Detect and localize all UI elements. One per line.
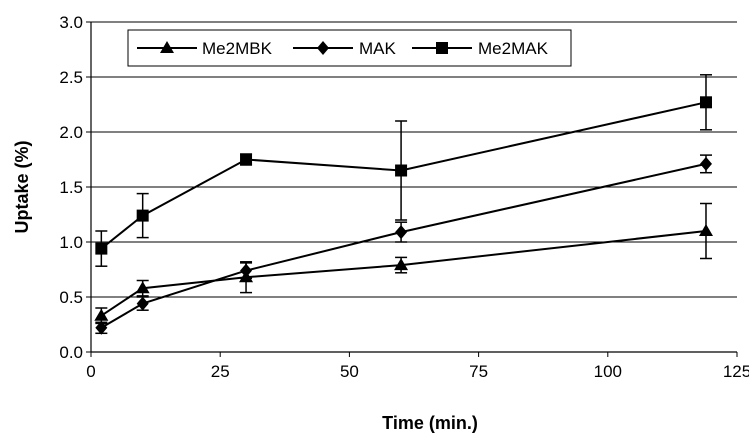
series-me2mak bbox=[95, 74, 712, 267]
data-point-me2mbk-0 bbox=[94, 308, 109, 321]
x-tick-label-125: 125 bbox=[723, 362, 749, 381]
legend-marker-me2mbk bbox=[160, 41, 174, 53]
legend-label-me2mak: Me2MAK bbox=[478, 39, 549, 58]
data-point-mak-0 bbox=[95, 320, 108, 335]
series-mak bbox=[95, 154, 712, 335]
y-tick-label-1.5: 1.5 bbox=[59, 178, 83, 197]
x-axis-ticks: 0 25 50 75 100 125 bbox=[86, 352, 749, 381]
x-axis-title: Time (min.) bbox=[382, 413, 478, 433]
data-point-me2mbk-3 bbox=[394, 258, 409, 271]
gridlines bbox=[91, 21, 737, 298]
data-point-me2mbk-4 bbox=[698, 224, 713, 236]
y-tick-label-1.0: 1.0 bbox=[59, 233, 83, 252]
y-tick-label-3.0: 3.0 bbox=[59, 13, 83, 32]
x-tick-label-25: 25 bbox=[211, 362, 230, 381]
legend-item-me2mbk: Me2MBK bbox=[137, 39, 273, 58]
y-tick-label-2.0: 2.0 bbox=[59, 123, 83, 142]
y-axis-ticks: 0.0 0.5 1.0 1.5 2.0 2.5 3.0 bbox=[59, 13, 91, 362]
y-tick-label-0.5: 0.5 bbox=[59, 288, 83, 307]
y-tick-label-0.0: 0.0 bbox=[59, 343, 83, 362]
axes bbox=[90, 22, 737, 353]
legend-label-mak: MAK bbox=[359, 39, 397, 58]
y-tick-label-2.5: 2.5 bbox=[59, 68, 83, 87]
legend-marker-mak bbox=[317, 41, 329, 55]
data-point-mak-2 bbox=[240, 263, 253, 278]
data-point-me2mak-1 bbox=[136, 209, 149, 222]
legend-marker-me2mak bbox=[436, 42, 448, 54]
legend-item-mak: MAK bbox=[293, 39, 397, 58]
data-point-me2mak-0 bbox=[95, 242, 108, 255]
x-tick-label-100: 100 bbox=[594, 362, 622, 381]
data-point-mak-3 bbox=[395, 225, 408, 240]
x-tick-label-50: 50 bbox=[340, 362, 359, 381]
y-axis-title: Uptake (%) bbox=[12, 140, 32, 233]
x-tick-label-0: 0 bbox=[86, 362, 95, 381]
data-point-me2mbk-1 bbox=[135, 281, 150, 294]
data-point-me2mak-3 bbox=[395, 164, 408, 177]
legend-item-me2mak: Me2MAK bbox=[412, 39, 549, 58]
data-point-mak-1 bbox=[136, 296, 149, 311]
data-point-mak-4 bbox=[699, 156, 712, 171]
legend-label-me2mbk: Me2MBK bbox=[202, 39, 273, 58]
x-tick-label-75: 75 bbox=[469, 362, 488, 381]
data-point-me2mak-4 bbox=[699, 96, 712, 109]
series-layer bbox=[94, 74, 713, 335]
data-point-me2mak-2 bbox=[240, 153, 253, 166]
legend: Me2MBK MAK Me2MAK bbox=[127, 29, 572, 67]
